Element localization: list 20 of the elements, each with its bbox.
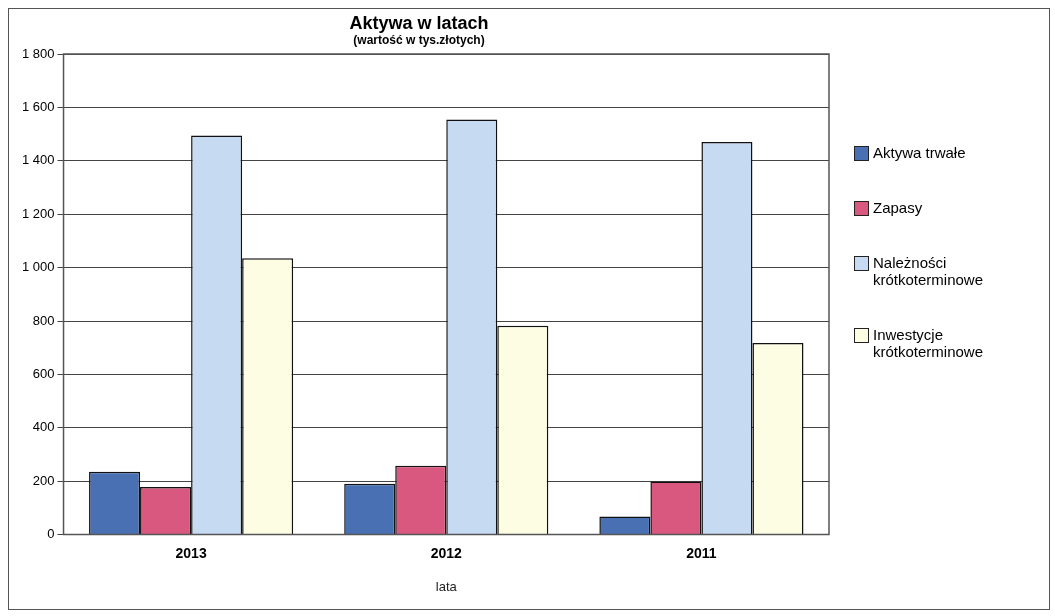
chart-title: Aktywa w latach bbox=[348, 13, 490, 34]
y-tick-label: 200 bbox=[32, 472, 55, 488]
chart-subtitle: (wartość w tys.złotych) bbox=[352, 33, 486, 47]
x-tick-label: 2011 bbox=[686, 544, 717, 561]
y-tick-label: 1 000 bbox=[21, 259, 55, 275]
x-tick-label: 2013 bbox=[175, 544, 207, 561]
legend-label: Inwestycje krótkoterminowe bbox=[873, 326, 985, 360]
x-tick-label: 2012 bbox=[430, 544, 463, 561]
y-tick-label: 1 600 bbox=[21, 98, 55, 114]
y-tick-label: 0 bbox=[47, 526, 55, 542]
y-tick-label: 400 bbox=[32, 419, 55, 435]
y-tick-label: 1 400 bbox=[21, 152, 55, 168]
legend-label: Aktywa trwałe bbox=[873, 144, 967, 161]
y-tick-label: 1 200 bbox=[21, 205, 55, 221]
y-tick-label: 800 bbox=[32, 312, 55, 328]
y-tick-label: 1 800 bbox=[21, 45, 55, 61]
x-axis-title: lata bbox=[435, 578, 458, 594]
legend-label: Zapasy bbox=[873, 199, 924, 216]
y-tick-label: 600 bbox=[32, 365, 55, 381]
legend-label: Należności krótkoterminowe bbox=[873, 254, 985, 288]
